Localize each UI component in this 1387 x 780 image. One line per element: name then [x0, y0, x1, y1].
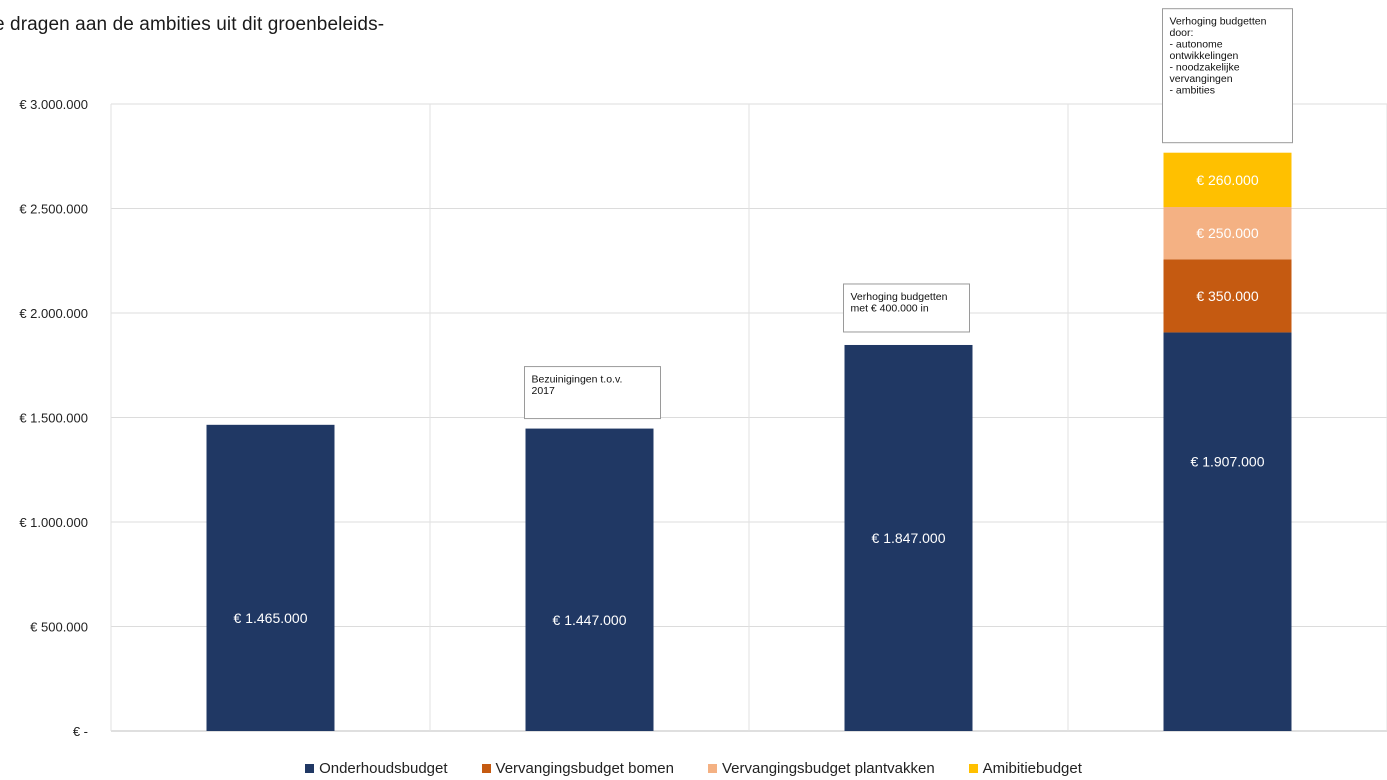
annotation-text: Bezuinigingen t.o.v.	[532, 374, 623, 386]
bar-value-label: € 1.447.000	[553, 612, 627, 628]
legend-item: Amibitiebudget	[968, 760, 1082, 777]
annotation-text: - noodzakelijke	[1170, 62, 1240, 74]
legend-label: Vervangingsbudget plantvakken	[722, 760, 935, 777]
legend-label: Amibitiebudget	[982, 760, 1082, 777]
annotation-text: door:	[1170, 27, 1194, 39]
bar-segment	[1163, 259, 1292, 333]
annotation-text: 2017	[532, 385, 556, 397]
y-tick-label: € -	[73, 724, 88, 739]
bar-value-label: € 260.000	[1196, 172, 1258, 188]
bar-segment	[844, 344, 973, 731]
legend-swatch	[968, 764, 978, 773]
annotation-box	[843, 283, 970, 333]
annotation-box	[1162, 8, 1293, 144]
y-tick-label: € 3.000.000	[19, 97, 88, 112]
legend-label: Onderhoudsbudget	[319, 760, 448, 777]
annotation-box	[524, 366, 661, 420]
legend-item: Onderhoudsbudget	[305, 760, 448, 777]
document-text-line: e dragen aan de ambities uit dit groenbe…	[0, 14, 385, 35]
legend-swatch	[481, 764, 491, 773]
legend-swatch	[708, 764, 717, 773]
annotation-text: ontwikkelingen	[1170, 50, 1239, 62]
bar-segment	[206, 424, 335, 731]
bar-value-label: € 350.000	[1196, 288, 1258, 304]
bar-segment	[1163, 207, 1292, 260]
bar-value-label: € 250.000	[1196, 225, 1258, 241]
legend-item: Vervangingsbudget bomen	[481, 760, 674, 777]
bar-segment	[525, 428, 654, 731]
y-tick-label: € 1.000.000	[19, 515, 88, 530]
annotation-text: - ambities	[1170, 85, 1216, 97]
annotation-text: met € 400.000 in	[851, 302, 929, 314]
annotation-text: vervangingen	[1170, 73, 1233, 85]
y-tick-label: € 2.500.000	[19, 202, 88, 217]
y-tick-label: € 500.000	[30, 620, 88, 635]
bar-value-label: € 1.847.000	[872, 530, 946, 546]
budget-chart: € - € 500.000 € 1.000.000 € 1.500.000 € 2.00…	[19, 8, 1387, 739]
annotation-text: - autonome	[1170, 39, 1223, 51]
annotation-text: Verhoging budgetten	[1170, 16, 1267, 28]
chart-legend: Onderhoudsbudget Vervangingsbudget bomen V…	[0, 760, 1387, 777]
y-tick-label: € 2.000.000	[19, 306, 88, 321]
y-tick-label: € 1.500.000	[19, 411, 88, 426]
annotation-text: Verhoging budgetten	[851, 291, 948, 303]
bar-segment	[1163, 152, 1292, 208]
legend-item: Vervangingsbudget plantvakken	[708, 760, 935, 777]
bar-value-label: € 1.465.000	[234, 610, 308, 626]
legend-swatch	[305, 764, 315, 773]
bar-segment	[1163, 332, 1292, 731]
bar-value-label: € 1.907.000	[1191, 454, 1265, 470]
legend-label: Vervangingsbudget bomen	[495, 760, 674, 777]
